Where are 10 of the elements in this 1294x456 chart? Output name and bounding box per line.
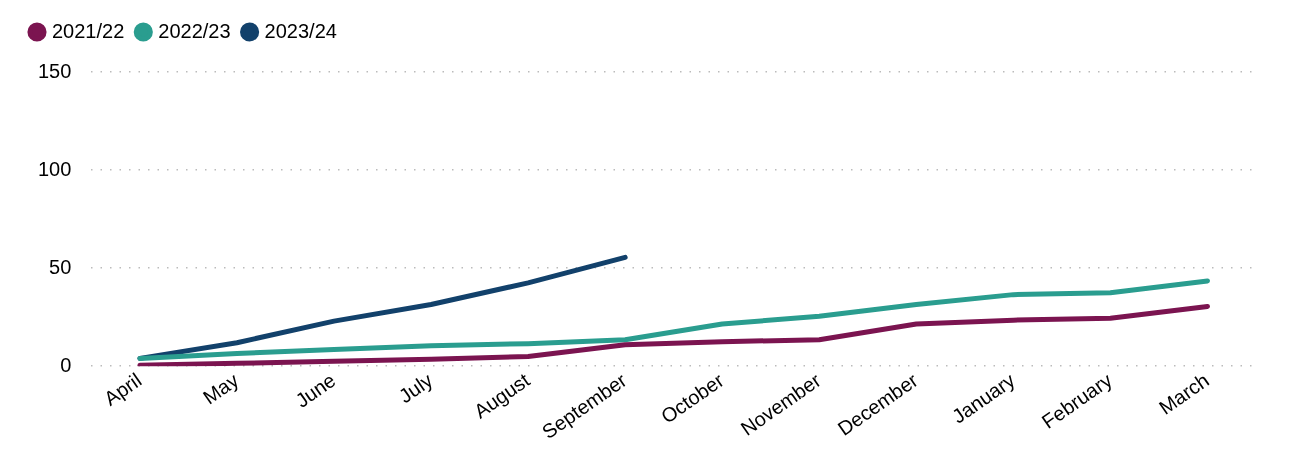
- y-tick-label: 150: [37, 59, 72, 82]
- x-tick-label: May: [198, 368, 243, 409]
- legend-label: 2022/23: [158, 19, 231, 42]
- legend-label: 2023/24: [264, 19, 337, 42]
- y-tick-label: 50: [49, 255, 72, 278]
- legend-label: 2021/22: [52, 19, 125, 42]
- x-tick-label: June: [291, 368, 340, 412]
- y-tick-label: 100: [37, 157, 72, 180]
- y-tick-label: 0: [60, 353, 72, 376]
- x-tick-label: July: [394, 368, 437, 408]
